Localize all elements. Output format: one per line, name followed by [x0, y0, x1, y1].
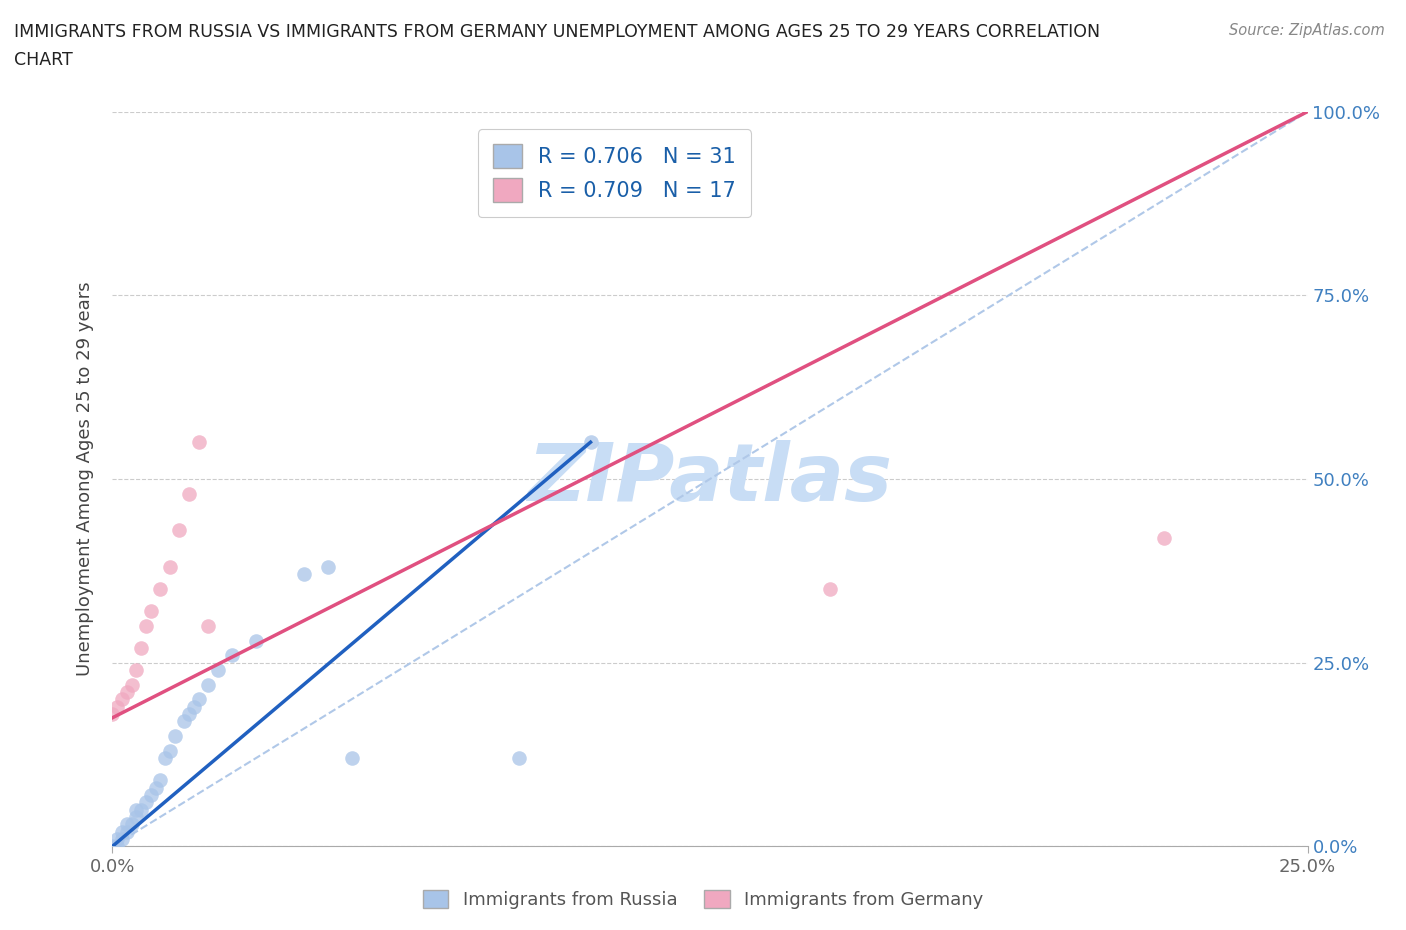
Point — [135, 618, 157, 633]
Point — [221, 648, 243, 663]
Point — [149, 773, 172, 788]
Point — [129, 802, 152, 817]
Point — [121, 817, 143, 831]
Point — [111, 824, 134, 839]
Point — [292, 567, 315, 582]
Point — [159, 560, 181, 575]
Text: CHART: CHART — [14, 51, 73, 69]
Point — [149, 582, 172, 597]
Point — [153, 751, 176, 765]
Point — [111, 831, 134, 846]
Point — [121, 677, 143, 692]
Point — [207, 662, 229, 677]
Point — [508, 751, 530, 765]
Point — [125, 662, 148, 677]
Point — [340, 751, 363, 765]
Point — [1153, 530, 1175, 545]
Legend: Immigrants from Russia, Immigrants from Germany: Immigrants from Russia, Immigrants from … — [416, 883, 990, 916]
Text: Source: ZipAtlas.com: Source: ZipAtlas.com — [1229, 23, 1385, 38]
Point — [115, 684, 138, 699]
Point — [187, 692, 209, 707]
Point — [139, 788, 162, 803]
Point — [245, 633, 267, 648]
Point — [135, 795, 157, 810]
Point — [177, 707, 200, 722]
Point — [316, 560, 339, 575]
Point — [579, 435, 602, 450]
Point — [187, 435, 209, 450]
Point — [129, 641, 152, 656]
Point — [115, 817, 138, 831]
Y-axis label: Unemployment Among Ages 25 to 29 years: Unemployment Among Ages 25 to 29 years — [76, 282, 94, 676]
Point — [101, 839, 124, 854]
Point — [169, 523, 191, 538]
Point — [115, 824, 138, 839]
Point — [105, 699, 128, 714]
Point — [818, 582, 841, 597]
Point — [197, 618, 219, 633]
Point — [101, 707, 124, 722]
Legend: R = 0.706   N = 31, R = 0.709   N = 17: R = 0.706 N = 31, R = 0.709 N = 17 — [478, 129, 751, 217]
Point — [183, 699, 205, 714]
Point — [111, 692, 134, 707]
Point — [163, 729, 186, 744]
Point — [159, 743, 181, 758]
Text: IMMIGRANTS FROM RUSSIA VS IMMIGRANTS FROM GERMANY UNEMPLOYMENT AMONG AGES 25 TO : IMMIGRANTS FROM RUSSIA VS IMMIGRANTS FRO… — [14, 23, 1099, 41]
Point — [139, 604, 162, 618]
Text: ZIPatlas: ZIPatlas — [527, 440, 893, 518]
Point — [145, 780, 167, 795]
Point — [173, 714, 195, 729]
Point — [177, 486, 200, 501]
Point — [197, 677, 219, 692]
Point — [125, 809, 148, 824]
Point — [105, 839, 128, 854]
Point — [125, 802, 148, 817]
Point — [105, 831, 128, 846]
